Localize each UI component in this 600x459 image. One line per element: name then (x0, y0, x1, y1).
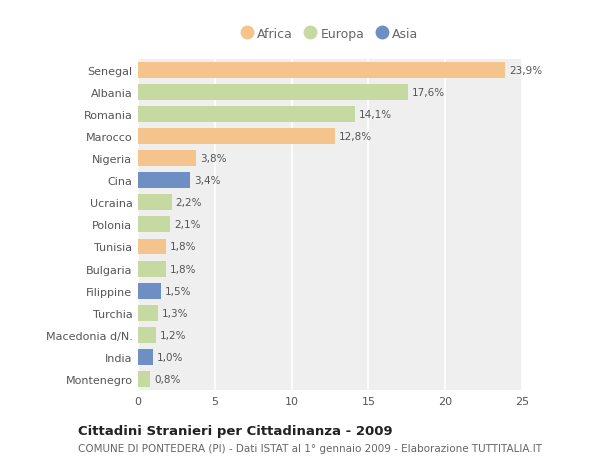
Text: 3,8%: 3,8% (200, 154, 227, 164)
Text: 1,2%: 1,2% (160, 330, 187, 340)
Bar (138, 283, 161, 299)
Text: 0,8%: 0,8% (154, 374, 181, 384)
Bar (138, 129, 335, 145)
Text: 1,8%: 1,8% (169, 264, 196, 274)
Text: 3,4%: 3,4% (194, 176, 221, 186)
Bar (138, 239, 166, 255)
Bar (138, 107, 355, 123)
Bar (138, 349, 154, 365)
Text: 1,8%: 1,8% (169, 242, 196, 252)
Legend: Africa, Europa, Asia: Africa, Europa, Asia (237, 23, 423, 46)
Text: 12,8%: 12,8% (338, 132, 371, 142)
Text: 14,1%: 14,1% (358, 110, 392, 120)
Bar (138, 327, 157, 343)
Bar (138, 195, 172, 211)
Text: 2,1%: 2,1% (174, 220, 200, 230)
Text: Cittadini Stranieri per Cittadinanza - 2009: Cittadini Stranieri per Cittadinanza - 2… (78, 424, 392, 437)
Bar (138, 305, 158, 321)
Bar (138, 85, 409, 101)
Bar (138, 371, 150, 387)
Bar (138, 217, 170, 233)
Bar (138, 63, 505, 78)
Text: COMUNE DI PONTEDERA (PI) - Dati ISTAT al 1° gennaio 2009 - Elaborazione TUTTITAL: COMUNE DI PONTEDERA (PI) - Dati ISTAT al… (78, 443, 542, 453)
Bar (138, 261, 166, 277)
Text: 1,3%: 1,3% (162, 308, 188, 318)
Text: 23,9%: 23,9% (509, 66, 542, 76)
Text: 1,0%: 1,0% (157, 352, 184, 362)
Text: 1,5%: 1,5% (165, 286, 191, 296)
Text: 17,6%: 17,6% (412, 88, 445, 98)
Text: 2,2%: 2,2% (176, 198, 202, 208)
Bar (138, 173, 190, 189)
Bar (138, 151, 196, 167)
